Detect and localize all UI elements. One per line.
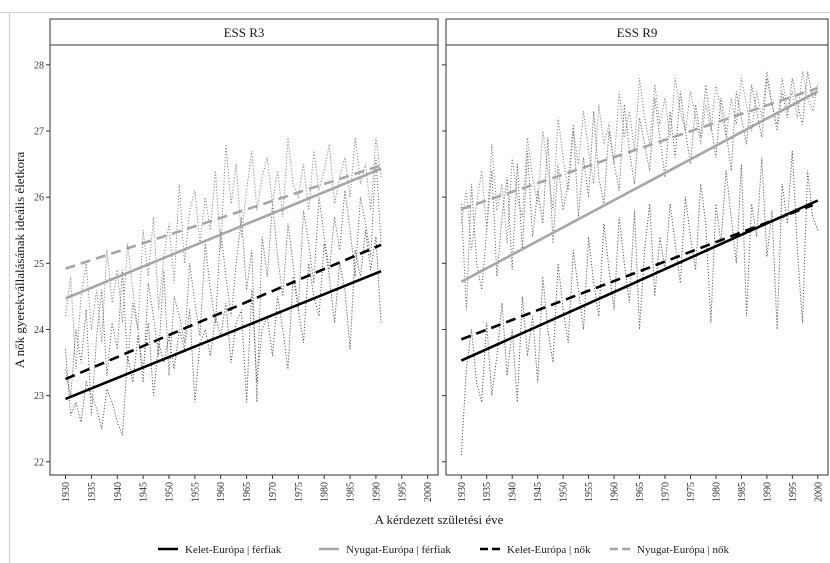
trend-line-nyugat-eur-pa-f-rfiak [65,167,382,300]
y-tick-label: 23 [34,391,44,402]
plot-border-ess-r3 [49,44,439,476]
x-tick-label: 1940 [508,482,519,502]
axis-ticks-ess-r3: 1930 1935 1940 1945 1950 1955 1960 1965 1970 1975… [46,64,434,502]
x-tick-label: 2000 [813,482,824,502]
raw-series-line-3 [65,157,382,416]
x-tick-label: 1965 [242,482,253,502]
x-tick-label: 1960 [610,482,621,502]
x-tick-label: 1975 [686,482,697,502]
x-tick-label: 1930 [457,482,468,502]
y-tick-label: 27 [34,127,44,138]
x-tick-label: 1975 [294,482,305,502]
x-tick-label: 1985 [346,482,357,502]
strip-title-ess-r9: ESS R9 [617,25,658,40]
strip-ess-r3 [49,18,439,46]
x-tick-label: 1960 [216,482,227,502]
x-tick-label: 1950 [559,482,570,502]
trend-lines-ess-r9 [460,86,819,362]
x-tick-label: 1930 [61,482,72,502]
raw-series-line-2 [65,137,382,370]
raw-series-ess-r9 [460,71,819,456]
trend-line-nyugat-eur-pa-f-rfiak [460,90,819,283]
x-tick-label: 1970 [268,482,279,502]
panel-ess-r3: ESS R3 1930 1935 1940 1945 1950 1955 1960 1965 1… [46,18,439,502]
x-tick-label: 1980 [320,482,331,502]
x-tick-label: 1945 [139,482,150,502]
legend-label-kelet-eur-pa-n-k: Kelet-Európa | nők [507,544,591,556]
x-tick-label: 1985 [737,482,748,502]
panel-ess-r9: ESS R9 1930 1935 1940 1945 1950 1955 1960 1965 1… [442,18,829,502]
x-tick-label: 1995 [788,482,799,502]
trend-line-kelet-eur-pa-f-rfiak [460,199,819,362]
x-tick-label: 1995 [397,482,408,502]
raw-series-line-1 [460,150,819,456]
trend-line-kelet-eur-pa-n-k [64,243,382,381]
legend: Kelet-Európa | férfiak Nyugat-Európa | fé… [158,544,730,556]
legend-label-nyugat-eur-pa-n-k: Nyugat-Európa | nők [637,544,730,556]
x-tick-label: 1940 [113,482,124,502]
x-tick-label: 1945 [533,482,544,502]
y-axis-tick-labels: 22 23 24 25 26 27 28 [34,60,44,468]
y-tick-label: 28 [34,60,44,71]
y-axis-title: A nők gyerekvállalásának ideális életkor… [12,151,27,368]
x-tick-label: 1990 [762,482,773,502]
strip-title-ess-r3: ESS R3 [224,25,265,40]
legend-label-kelet-eur-pa-f-rfiak: Kelet-Európa | férfiak [185,544,282,556]
trend-line-nyugat-eur-pa-n-k [65,164,382,270]
trend-line-kelet-eur-pa-f-rfiak [65,269,382,401]
x-tick-label: 1935 [482,482,493,502]
raw-series-line-2 [460,71,819,251]
y-tick-label: 22 [34,457,44,468]
trend-line-kelet-eur-pa-n-k [460,203,814,341]
trend-lines-ess-r3 [64,164,382,401]
x-tick-label: 1980 [711,482,722,502]
raw-series-line-1 [65,230,382,436]
x-tick-label: 1970 [661,482,672,502]
x-axis-title: A kérdezett születési éve [375,512,504,527]
legend-label-nyugat-eur-pa-f-rfiak: Nyugat-Európa | férfiak [346,544,451,556]
x-tick-label: 1955 [190,482,201,502]
x-tick-label: 1965 [635,482,646,502]
axis-ticks-ess-r9: 1930 1935 1940 1945 1950 1955 1960 1965 1970 1975… [442,64,824,502]
y-tick-label: 26 [34,193,44,204]
x-tick-label: 2000 [423,482,434,502]
x-tick-label: 1990 [371,482,382,502]
y-tick-label: 25 [34,259,44,270]
plot-border-ess-r9 [445,44,829,476]
raw-series-ess-r3 [65,137,382,436]
x-tick-label: 1955 [584,482,595,502]
x-tick-label: 1950 [164,482,175,502]
trend-line-nyugat-eur-pa-n-k [460,86,819,211]
x-tick-label: 1935 [87,482,98,502]
y-tick-label: 24 [34,325,44,336]
